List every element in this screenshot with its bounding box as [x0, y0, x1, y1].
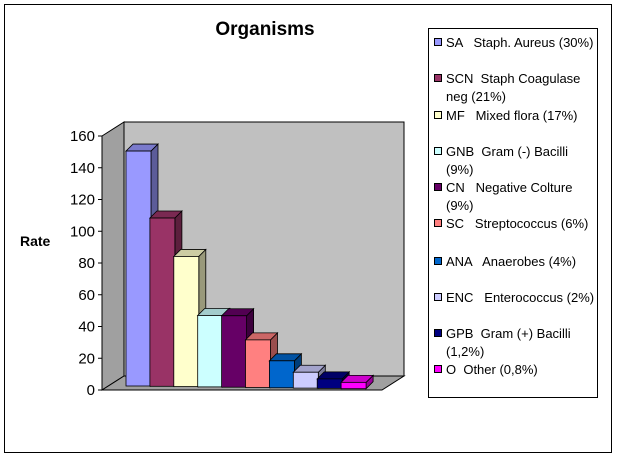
legend-swatch [434, 111, 442, 119]
legend-item: GNB Gram (-) Bacilli (9%) [432, 143, 595, 179]
legend-item: CN Negative Colture (9%) [432, 179, 595, 215]
bar-o [340, 374, 375, 390]
legend: SA Staph. Aureus (30%) SCN Staph Coagulas… [428, 28, 598, 398]
y-tick-label: 140 [70, 160, 95, 177]
chart-title: Organisms [215, 19, 315, 40]
y-tick-label: 20 [78, 350, 95, 367]
legend-label: GNB Gram (-) Bacilli (9%) [446, 144, 572, 177]
bar-sc [244, 331, 279, 389]
legend-label: ENC Enterococcus (2%) [446, 290, 595, 305]
bar-front [221, 315, 248, 388]
legend-swatch [434, 365, 442, 373]
legend-label: CN Negative Colture (9%) [446, 180, 577, 213]
bar-gnb [196, 307, 231, 388]
legend-swatch [434, 183, 442, 191]
legend-item: SCN Staph Coagulase neg (21%) [432, 70, 595, 106]
legend-item: MF Mixed flora (17%) [432, 107, 595, 125]
bar-front [292, 371, 319, 389]
legend-item: GPB Gram (+) Bacilli (1,2%) [432, 325, 595, 361]
bar-front [125, 150, 152, 387]
legend-item: ENC Enterococcus (2%) [432, 289, 595, 307]
bar-front [340, 381, 367, 390]
bar-front [245, 339, 271, 388]
y-axis: 0 20 40 60 80 100 120 140 160 [70, 128, 103, 399]
legend-swatch [434, 147, 442, 155]
bar-front [173, 256, 200, 387]
y-tick-label: 100 [70, 223, 95, 240]
legend-item: SA Staph. Aureus (30%) [432, 34, 595, 52]
legend-label: MF Mixed flora (17%) [446, 108, 578, 123]
y-tick-label: 160 [70, 128, 95, 145]
legend-label: SA Staph. Aureus (30%) [446, 35, 594, 50]
legend-swatch [434, 219, 442, 227]
legend-item: SC Streptococcus (6%) [432, 215, 595, 233]
y-axis-label: Rate [20, 233, 51, 249]
legend-swatch [434, 257, 442, 265]
legend-label: SCN Staph Coagulase neg (21%) [446, 71, 585, 104]
legend-swatch [434, 293, 442, 301]
bar-enc [292, 364, 327, 390]
y-tick-label: 80 [78, 255, 95, 272]
bar-front [268, 360, 295, 389]
legend-label: O Other (0,8%) [446, 362, 538, 377]
y-tick-label: 0 [87, 382, 95, 399]
legend-swatch [434, 329, 442, 337]
y-tick-label: 120 [70, 192, 95, 209]
bar-front [316, 378, 343, 389]
legend-item: O Other (0,8%) [432, 361, 595, 379]
legend-item: ANA Anaerobes (4%) [432, 253, 595, 271]
y-tick-label: 40 [78, 319, 95, 336]
bar-front [197, 315, 224, 388]
legend-swatch [434, 38, 442, 46]
legend-swatch [434, 74, 442, 82]
y-tick-label: 60 [78, 287, 95, 304]
legend-label: GPB Gram (+) Bacilli (1,2%) [446, 326, 575, 359]
side-wall [101, 121, 125, 391]
bars-group [125, 143, 375, 390]
legend-label: ANA Anaerobes (4%) [446, 254, 577, 269]
legend-label: SC Streptococcus (6%) [446, 216, 589, 231]
bar-front [149, 217, 176, 387]
